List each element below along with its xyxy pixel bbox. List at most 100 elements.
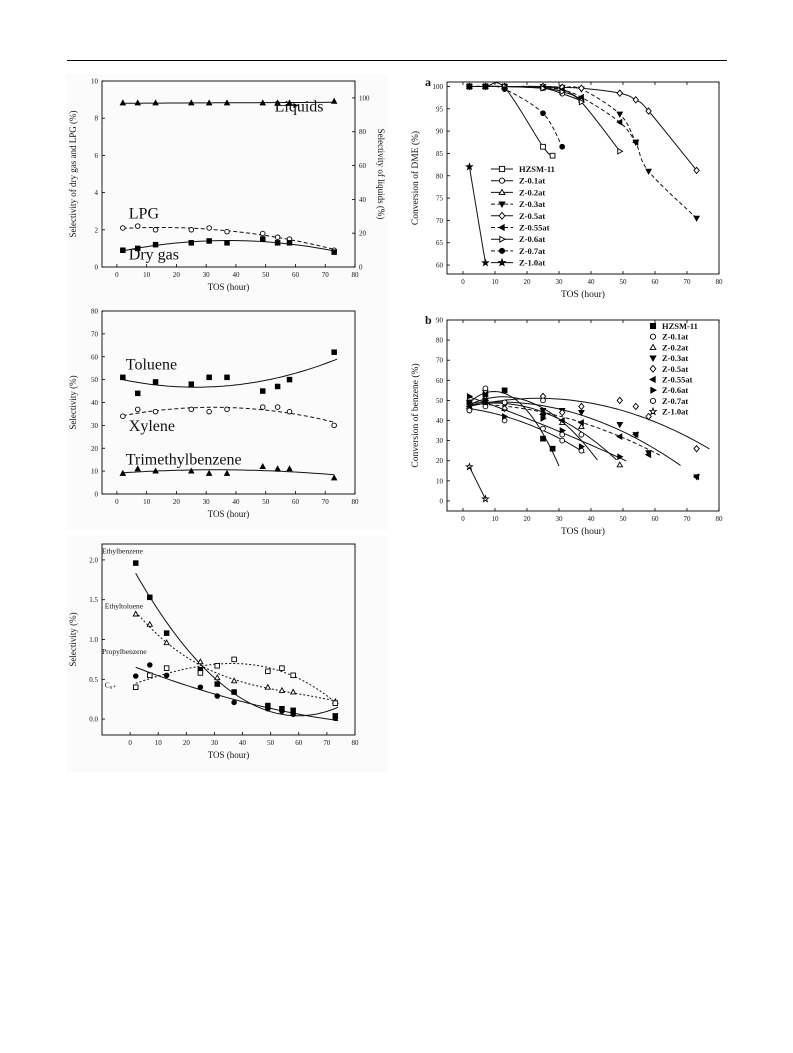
y-tick-label: 0.5	[89, 676, 98, 684]
y-tick-label: 80	[436, 337, 444, 345]
legend-label: Z-0.7at	[519, 246, 545, 256]
data-point	[197, 658, 204, 665]
y-right-tick-label: 40	[359, 196, 367, 204]
legend-item: Z-1.0at	[648, 406, 688, 417]
data-point	[466, 392, 474, 400]
data-point	[231, 656, 237, 663]
plot-frame	[446, 81, 720, 275]
data-point	[274, 234, 281, 240]
legend-label: Z-0.5at	[662, 364, 688, 374]
y-right-tick-label: 0	[359, 264, 363, 272]
legend-marker	[497, 257, 507, 267]
legend-label: Z-1.0at	[662, 407, 688, 417]
data-point	[188, 406, 195, 413]
chart-dme-conversion: 0 10 20 30 40 50 60 70 80 60 65 70 75 80 85 90 95 100 TOS …	[405, 74, 730, 310]
y-tick-label: 90	[436, 317, 444, 325]
x-tick-label: 60	[652, 515, 660, 523]
data-point	[163, 639, 170, 646]
data-point	[466, 407, 473, 414]
data-point	[163, 665, 170, 671]
legend-label: Z-0.2at	[662, 342, 688, 352]
chart-svg: 0 10 20 30 40 50 60 70 80 60 65 70 75 80 85 90 95 100 TOS …	[405, 74, 730, 310]
legend-item: Z-0.6at	[491, 234, 545, 244]
series-z-0-7at	[466, 385, 598, 461]
y-tick-label: 0	[95, 264, 99, 272]
legend-label: Z-0.6at	[519, 234, 545, 244]
data-point	[331, 422, 337, 429]
data-point	[578, 84, 585, 93]
legend-item: Z-0.1at	[649, 332, 688, 342]
legend-item: Z-0.3at	[649, 353, 688, 363]
data-point	[540, 415, 547, 422]
y-tick-label: 30	[436, 437, 444, 445]
data-point	[481, 258, 490, 267]
data-point	[286, 240, 293, 246]
data-point	[559, 88, 566, 96]
series-line	[469, 85, 637, 143]
y-tick-label: 80	[436, 172, 444, 180]
x-tick-label: 0	[115, 271, 119, 279]
data-point	[188, 381, 195, 387]
data-point	[132, 673, 139, 679]
data-point	[152, 379, 159, 385]
y-tick-label: 85	[436, 150, 444, 158]
legend-label: Z-0.1at	[519, 176, 545, 186]
data-point	[466, 83, 473, 90]
fit-curve	[469, 396, 627, 462]
legend: HZSM-11Z-0.1atZ-0.2atZ-0.3atZ-0.5atZ-0.5…	[648, 321, 698, 417]
legend-item: Z-0.3at	[491, 199, 545, 209]
legend-marker	[648, 406, 658, 416]
x-tick-label: 20	[183, 739, 191, 747]
data-point	[259, 236, 266, 242]
y-tick-label: 1.0	[89, 636, 98, 644]
y-tick-label: 100	[433, 83, 444, 91]
series-label: Ethyltoluene	[105, 601, 144, 610]
data-point	[231, 699, 237, 706]
data-point	[540, 425, 546, 432]
data-point	[616, 461, 624, 468]
data-point	[224, 406, 230, 413]
series-label: Xylene	[129, 418, 175, 435]
x-tick-label: 20	[524, 278, 532, 286]
x-tick-label: 80	[716, 278, 724, 286]
data-point	[332, 715, 339, 722]
legend-marker	[498, 177, 506, 184]
chart-svg: 0 10 20 30 40 50 60 70 800246810020406080100TOS …	[66, 74, 388, 304]
data-point	[559, 431, 566, 438]
data-point	[693, 166, 700, 175]
legend-marker	[649, 322, 657, 330]
legend-label: Z-0.3at	[662, 353, 688, 363]
x-tick-label: 0	[461, 278, 465, 286]
data-point	[616, 433, 623, 441]
x-tick-label: 80	[352, 739, 360, 747]
fit-curve	[122, 358, 338, 388]
series-label: Liquids	[275, 98, 324, 115]
x-tick-label: 0	[115, 498, 119, 506]
data-point	[214, 663, 221, 669]
x-tick-label: 50	[262, 498, 270, 506]
data-point	[264, 683, 272, 690]
legend-item: Z-0.7at	[649, 396, 688, 406]
legend-marker	[498, 188, 506, 196]
data-point	[259, 462, 267, 469]
x-tick-label: 0	[128, 739, 132, 747]
y-tick-label: 2.0	[89, 556, 98, 564]
data-point	[152, 99, 159, 106]
y-tick-label: 60	[436, 262, 444, 270]
data-point	[577, 409, 585, 417]
legend-item: Z-0.6at	[650, 385, 688, 395]
legend-label: Z-0.5at	[519, 211, 545, 221]
y-tick-label: 20	[436, 457, 444, 465]
data-point	[286, 376, 293, 383]
data-point	[645, 412, 652, 421]
x-tick-label: 30	[203, 271, 211, 279]
data-point	[197, 684, 204, 690]
data-point	[549, 445, 556, 452]
data-point	[163, 672, 170, 679]
data-point	[286, 465, 293, 472]
x-tick-label: 40	[239, 739, 247, 747]
y-tick-label: 10	[91, 78, 99, 86]
legend-marker	[498, 223, 505, 232]
fit-curve	[122, 469, 335, 476]
legend-item: Z-0.2at	[491, 187, 545, 197]
